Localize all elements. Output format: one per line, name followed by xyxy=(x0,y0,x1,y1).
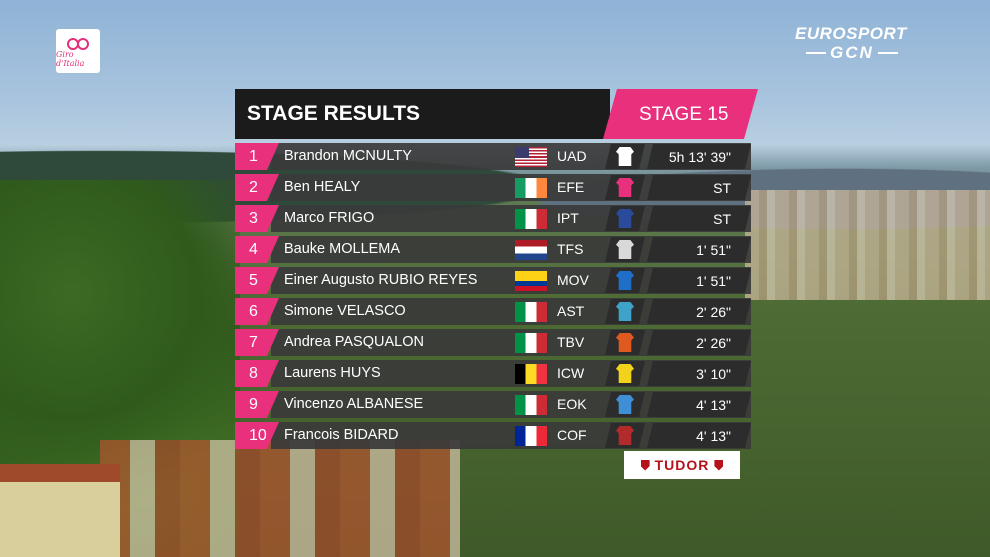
jersey-slot xyxy=(605,206,645,231)
time-slot: 1' 51" xyxy=(647,237,751,262)
fr-flag-icon xyxy=(515,426,547,446)
result-row: 10 Francois BIDARD COF 4' 13" xyxy=(235,422,755,449)
team-code: IPT xyxy=(557,210,579,226)
rider-name: Simone VELASCO xyxy=(284,303,406,319)
it-flag-icon xyxy=(515,333,547,353)
result-row: 8 Laurens HUYS ICW 3' 10" xyxy=(235,360,755,387)
stage-badge: STAGE 15 xyxy=(603,89,758,139)
time-slot: ST xyxy=(647,175,751,200)
jersey-icon xyxy=(616,302,634,321)
finish-time: 1' 51" xyxy=(696,273,731,289)
background-rooftops xyxy=(100,440,460,557)
background-city xyxy=(745,190,990,300)
jersey-icon xyxy=(616,209,634,228)
time-slot: 5h 13' 39" xyxy=(647,144,751,169)
giro-logo-text: Giro d'Italia xyxy=(56,50,85,68)
result-row: 9 Vincenzo ALBANESE EOK 4' 13" xyxy=(235,391,755,418)
finish-time: ST xyxy=(713,211,731,227)
jersey-slot xyxy=(605,144,645,169)
jersey-icon xyxy=(616,271,634,290)
eurosport-logo: EUROSPORT xyxy=(795,24,907,43)
rider-name: Vincenzo ALBANESE xyxy=(284,396,424,412)
result-row: 2 Ben HEALY EFE ST xyxy=(235,174,755,201)
shield-icon xyxy=(714,459,724,471)
time-slot: 4' 13" xyxy=(647,392,751,417)
rider-name: Bauke MOLLEMA xyxy=(284,241,401,257)
it-flag-icon xyxy=(515,302,547,322)
bicycle-icon xyxy=(67,34,89,50)
team-code: COF xyxy=(557,427,587,443)
time-slot: ST xyxy=(647,206,751,231)
team-code: EFE xyxy=(557,179,585,195)
team-code: TBV xyxy=(557,334,585,350)
rider-name: Marco FRIGO xyxy=(284,210,375,226)
background-house xyxy=(0,464,120,557)
jersey-icon xyxy=(616,364,634,383)
team-code: MOV xyxy=(557,272,589,288)
rider-name: Ben HEALY xyxy=(284,179,361,195)
result-row: 4 Bauke MOLLEMA TFS 1' 51" xyxy=(235,236,755,263)
team-code: EOK xyxy=(557,396,587,412)
jersey-icon xyxy=(616,333,634,352)
co-flag-icon xyxy=(515,271,547,291)
time-slot: 2' 26" xyxy=(647,299,751,324)
rider-name: Laurens HUYS xyxy=(284,365,381,381)
it-flag-icon xyxy=(515,209,547,229)
rider-name: Andrea PASQUALON xyxy=(284,334,424,350)
finish-time: 4' 13" xyxy=(696,428,731,444)
team-code: UAD xyxy=(557,148,587,164)
giro-logo: Giro d'Italia xyxy=(56,29,100,73)
results-title: STAGE RESULTS xyxy=(247,102,421,125)
jersey-icon xyxy=(616,240,634,259)
results-header: STAGE RESULTS xyxy=(235,89,610,139)
time-slot: 1' 51" xyxy=(647,268,751,293)
sponsor-banner: TUDOR xyxy=(624,451,740,479)
finish-time: 5h 13' 39" xyxy=(668,149,731,165)
jersey-slot xyxy=(605,392,645,417)
stage-label: STAGE 15 xyxy=(639,104,729,125)
result-row: 6 Simone VELASCO AST 2' 26" xyxy=(235,298,755,325)
result-row: 7 Andrea PASQUALON TBV 2' 26" xyxy=(235,329,755,356)
jersey-icon xyxy=(616,147,634,166)
jersey-icon xyxy=(616,426,634,445)
team-code: ICW xyxy=(557,365,585,381)
team-code: AST xyxy=(557,303,585,319)
sponsor-text: TUDOR xyxy=(654,457,710,473)
results-table: 1 Brandon MCNULTY UAD 5h 13' 39" 2 Ben HEALY E… xyxy=(235,143,755,453)
ie-flag-icon xyxy=(515,178,547,198)
us-flag-icon xyxy=(515,147,547,167)
jersey-slot xyxy=(605,423,645,448)
jersey-slot xyxy=(605,330,645,355)
jersey-slot xyxy=(605,299,645,324)
finish-time: 2' 26" xyxy=(696,304,731,320)
gcn-logo: GCN xyxy=(806,43,898,62)
rider-name: Francois BIDARD xyxy=(284,427,399,443)
finish-time: ST xyxy=(713,180,731,196)
finish-time: 2' 26" xyxy=(696,335,731,351)
jersey-slot xyxy=(605,361,645,386)
be-flag-icon xyxy=(515,364,547,384)
team-code: TFS xyxy=(557,241,584,257)
jersey-slot xyxy=(605,175,645,200)
result-row: 1 Brandon MCNULTY UAD 5h 13' 39" xyxy=(235,143,755,170)
finish-time: 1' 51" xyxy=(696,242,731,258)
finish-time: 4' 13" xyxy=(696,397,731,413)
jersey-slot xyxy=(605,237,645,262)
time-slot: 4' 13" xyxy=(647,423,751,448)
jersey-icon xyxy=(616,395,634,414)
rider-name: Einer Augusto RUBIO REYES xyxy=(284,272,478,288)
result-row: 5 Einer Augusto RUBIO REYES MOV 1' 51" xyxy=(235,267,755,294)
finish-time: 3' 10" xyxy=(696,366,731,382)
shield-icon xyxy=(640,459,650,471)
nl-flag-icon xyxy=(515,240,547,260)
jersey-icon xyxy=(616,178,634,197)
it-flag-icon xyxy=(515,395,547,415)
rider-name: Brandon MCNULTY xyxy=(284,148,412,164)
time-slot: 3' 10" xyxy=(647,361,751,386)
result-row: 3 Marco FRIGO IPT ST xyxy=(235,205,755,232)
jersey-slot xyxy=(605,268,645,293)
time-slot: 2' 26" xyxy=(647,330,751,355)
